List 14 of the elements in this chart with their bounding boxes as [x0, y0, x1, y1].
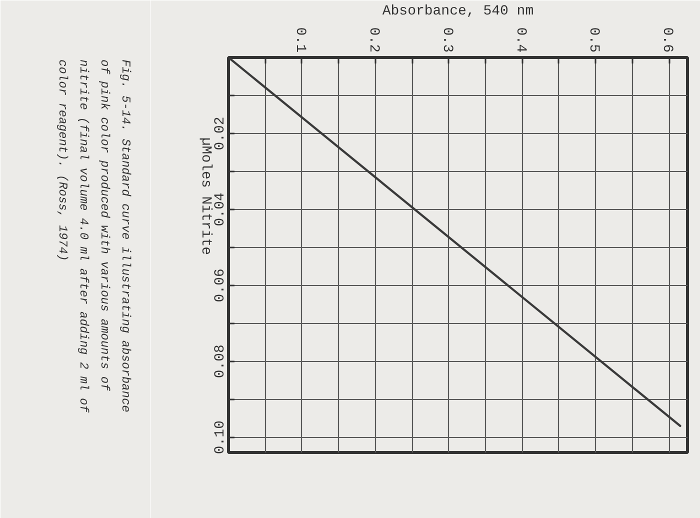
x-tick-label: 0.6	[659, 27, 676, 53]
y-axis-title: µMoles Nitrite	[198, 137, 214, 256]
x-tick-label: 0.5	[586, 27, 602, 53]
x-tick-label: 0.3	[438, 27, 455, 53]
x-tick-label: 0.2	[365, 27, 382, 53]
x-axis-title: Absorbance, 540 nm	[382, 3, 534, 20]
x-tick-label: 0.1	[292, 27, 308, 53]
y-tick-label: 0.04	[212, 192, 228, 226]
y-tick-label: 0.02	[212, 116, 228, 150]
y-tick-label: 0.10	[212, 420, 228, 454]
caption: Fig. 5-14. Standard curve illustrating absorbance of pink color produced with various amounts of nitrite (final volume 4.0 ml after adding 2 ml of color reagent). (Ross, 1974)	[56, 60, 132, 414]
y-tick-label: 0.06	[212, 268, 228, 302]
y-tick-label: 0.08	[212, 344, 228, 378]
x-tick-label: 0.4	[512, 27, 528, 53]
